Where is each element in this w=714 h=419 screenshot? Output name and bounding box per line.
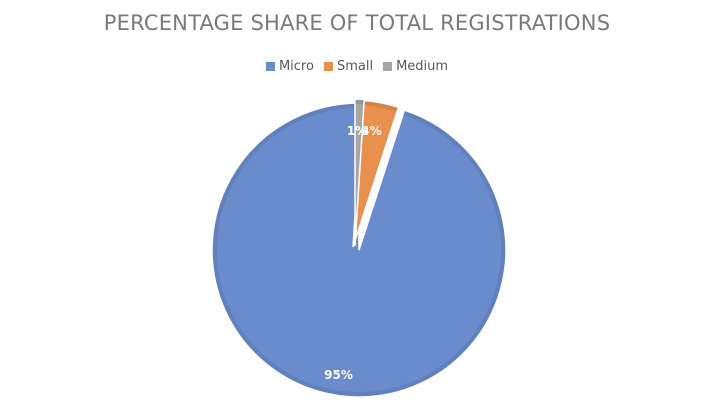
legend-swatch-medium (383, 62, 393, 71)
pie-slice-medium (354, 98, 366, 247)
legend-item-small: Small (323, 59, 374, 74)
pie-slice-rim-micro (213, 104, 505, 396)
legend-label-medium: Medium (396, 59, 449, 74)
data-label-micro: 95% (324, 368, 353, 382)
data-label-medium: 1% (347, 124, 367, 138)
legend: Micro Small Medium (0, 59, 714, 74)
legend-swatch-small (323, 62, 333, 71)
legend-item-medium: Medium (383, 59, 448, 74)
legend-label-small: Small (336, 59, 374, 74)
data-label-small: 4% (361, 124, 381, 138)
chart-title: PERCENTAGE SHARE OF TOTAL REGISTRATIONS (103, 11, 611, 35)
legend-label-micro: Micro (278, 59, 314, 74)
pie-slice-micro (211, 102, 507, 398)
legend-item-micro: Micro (265, 59, 314, 74)
legend-swatch-micro (265, 62, 275, 71)
